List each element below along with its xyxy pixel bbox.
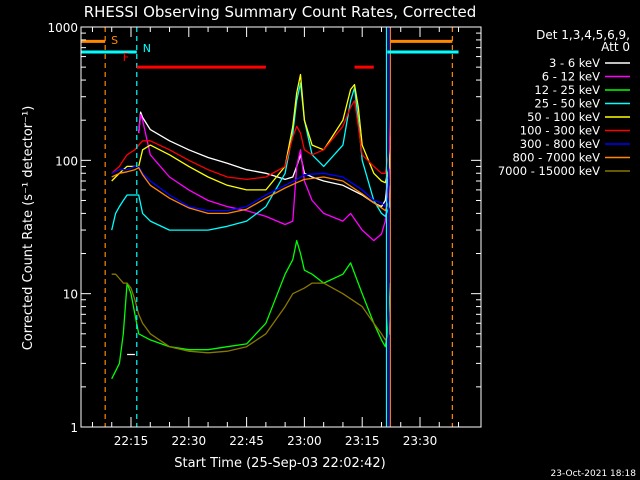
series-layer <box>111 73 391 380</box>
legend-label-1: 3 - 6 keV <box>549 56 600 70</box>
series-line-9 <box>111 273 391 354</box>
x-tick-label: 22:15 <box>114 434 149 448</box>
legend-label-8: 800 - 7000 keV <box>512 151 600 165</box>
annotation-label-s: S <box>111 34 118 47</box>
footer-date: 23-Oct-2021 18:18 <box>551 469 637 479</box>
x-tick-label: 23:30 <box>403 434 438 448</box>
y-tick-label: 10 <box>63 288 78 302</box>
series-line-7 <box>111 165 391 212</box>
legend-header-line2: Att 0 <box>601 40 630 54</box>
x-axis-label: Start Time (25-Sep-03 22:02:42) <box>174 456 385 471</box>
series-line-2 <box>138 114 391 242</box>
x-axis-ticks: 22:15 22:30 22:45 23:00 23:15 23:30 <box>91 27 460 448</box>
x-tick-label: 22:30 <box>172 434 207 448</box>
y-axis-ticks: 1 10 100 1000 <box>47 21 481 435</box>
legend-header-line1: Det 1,3,4,5,6,9, <box>536 28 630 42</box>
legend-label-4: 25 - 50 keV <box>534 97 600 111</box>
legend-label-9: 7000 - 15000 keV <box>498 164 600 178</box>
chart-title: RHESSI Observing Summary Count Rates, Co… <box>84 3 477 21</box>
series-line-8 <box>111 167 391 215</box>
x-tick-label: 23:00 <box>287 434 322 448</box>
annotation-label-f: F <box>123 51 129 64</box>
y-tick-label: 1 <box>70 421 78 435</box>
x-tick-label: 22:45 <box>229 434 264 448</box>
legend-label-6: 100 - 300 keV <box>520 124 600 138</box>
x-tick-label: 23:15 <box>345 434 380 448</box>
markers-layer <box>104 27 453 427</box>
legend-label-7: 300 - 800 keV <box>520 137 600 151</box>
annotation-layer: S N F <box>111 34 151 64</box>
plot-area <box>81 27 459 427</box>
series-line-6 <box>111 100 391 181</box>
legend-label-3: 12 - 25 keV <box>534 83 600 97</box>
legend-label-5: 50 - 100 keV <box>527 110 600 124</box>
annotation-label-n: N <box>143 42 151 55</box>
plot-frame <box>80 26 482 428</box>
plot-axes: 1 10 100 1000 22:15 22:30 22:45 23:00 23:15 23:3… <box>47 21 482 448</box>
y-axis-label: Corrected Count Rate (s⁻¹ detector⁻¹) <box>21 106 36 351</box>
legend-label-2: 6 - 12 keV <box>542 70 600 84</box>
y-tick-label: 1000 <box>47 21 78 35</box>
segments-layer <box>81 39 459 69</box>
y-tick-label: 100 <box>55 154 78 168</box>
